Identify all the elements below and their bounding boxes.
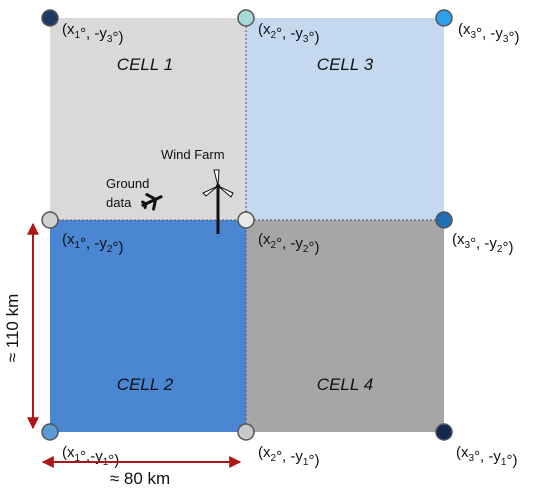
grid-point-1 [41, 9, 59, 27]
coordinate-label-2: (x2°, -y3°) [258, 21, 319, 46]
grid-point-2 [237, 9, 255, 27]
coordinate-label-9: (x3°, -y1°) [456, 444, 517, 469]
ground-data-label-line2: data [106, 195, 132, 210]
wind-farm-label: Wind Farm [161, 147, 225, 162]
coordinate-label-1: (x1°, -y3°) [62, 21, 123, 46]
cell-2-label: CELL 2 [117, 375, 174, 394]
grid-point-7 [41, 423, 59, 441]
wind-turbine-icon [202, 169, 234, 234]
grid-point-5 [237, 211, 255, 229]
grid-point-4 [41, 211, 59, 229]
cell-3-label: CELL 3 [317, 55, 374, 74]
coordinate-label-6: (x3°, -y2°) [452, 231, 513, 256]
coordinate-label-4: (x1°, -y2°) [62, 231, 123, 256]
cell-3 [246, 18, 444, 220]
cell-4 [246, 220, 444, 432]
cell-4-label: CELL 4 [317, 375, 373, 394]
vertical-dimension-label: ≈ 110 km [3, 294, 22, 363]
cell-1 [50, 18, 246, 220]
coordinate-label-7: (x1°,-y1°) [62, 444, 119, 469]
ground-data-label-line1: Ground [106, 176, 149, 191]
airplane-icon [141, 193, 163, 211]
grid-point-8 [237, 423, 255, 441]
grid-point-6 [435, 211, 453, 229]
coordinate-label-3: (x3°, -y3°) [458, 21, 519, 46]
cell-2 [50, 220, 246, 432]
horizontal-dimension-label: ≈ 80 km [110, 469, 170, 488]
grid-point-3 [435, 9, 453, 27]
coordinate-label-8: (x2°, -y1°) [258, 444, 319, 469]
coordinate-label-5: (x2°, -y2°) [258, 231, 319, 256]
grid-point-9 [435, 423, 453, 441]
cell-1-label: CELL 1 [117, 55, 173, 74]
